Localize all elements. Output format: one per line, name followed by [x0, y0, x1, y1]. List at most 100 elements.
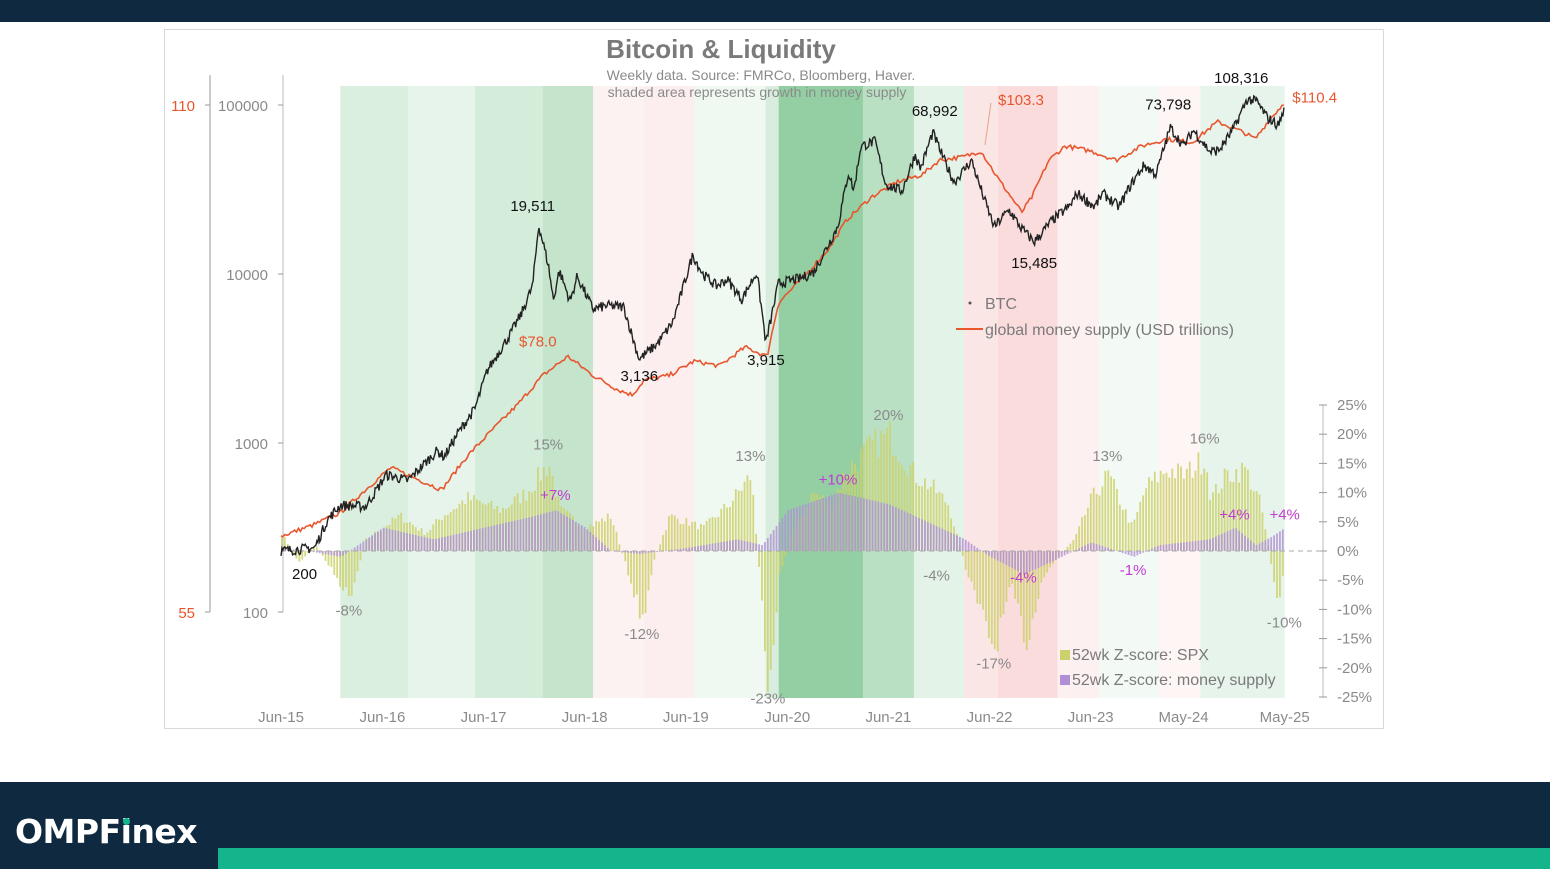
spx-zscore-bar: [1159, 470, 1162, 551]
spx-zscore-bar: [461, 500, 464, 551]
chart-subtitle-1: Weekly data. Source: FMRCo, Bloomberg, H…: [607, 67, 916, 83]
chart-canvas: 110 55 100000 10000 1000 100 25% 20% 15% 10% 5% 0% -…: [171, 34, 1372, 726]
spx-zscore-bar: [615, 531, 618, 551]
spx-zscore-bar: [537, 467, 539, 551]
spx-zscore-bar: [1153, 471, 1156, 551]
money-zscore-bar: [886, 503, 889, 551]
money-zscore-bar: [1127, 551, 1130, 555]
spx-zscore-bar: [1171, 468, 1174, 551]
money-zscore-bar: [1229, 529, 1232, 551]
money-zscore-bar: [723, 541, 726, 551]
money-zscore-bar: [359, 543, 362, 551]
money-zscore-bar: [1162, 544, 1165, 551]
money-zscore-bar: [487, 526, 490, 551]
spx-zscore-bar: [929, 486, 932, 551]
spx-zscore-bar: [734, 489, 737, 551]
money-zscore-bar: [417, 535, 420, 551]
spx-zscore-bar: [862, 444, 865, 551]
money-zscore-bar: [1043, 551, 1046, 566]
money-zscore-bar: [822, 498, 824, 551]
money-zscore-bar: [580, 525, 583, 551]
money-zscore-bar: [764, 542, 766, 551]
spx-zscore-bar: [1089, 493, 1092, 551]
money-zscore-bar: [819, 499, 822, 551]
money-zscore-bar: [1130, 551, 1133, 556]
money-zscore-bar: [589, 531, 592, 551]
zscore-axis-label: 15%: [1337, 455, 1367, 472]
money-zscore-bar: [897, 508, 900, 551]
money-zscore-bar: [647, 551, 650, 553]
legends: BTC global money supply (USD trillions) 52…: [956, 296, 1276, 689]
money-zscore-bar: [761, 544, 763, 551]
legend-btc-marker: [968, 301, 972, 305]
zscore-axis-label: 20%: [1337, 426, 1367, 443]
money-zscore-bar: [883, 503, 886, 551]
spx-zscore-bar: [865, 438, 868, 551]
money-zscore-bar: [1264, 540, 1267, 551]
money-zscore-bar: [807, 503, 810, 551]
money-zscore-bar: [1235, 528, 1238, 551]
money-zscore-bar: [1101, 545, 1104, 551]
money-zscore-bar: [790, 509, 792, 551]
money-zscore-bar: [1142, 551, 1145, 553]
annotation-label: +7%: [540, 487, 570, 504]
spx-zscore-bar: [1249, 489, 1252, 551]
annotations: 19,511 68,992 73,798 108,316 3,136 3,915 15,48…: [292, 70, 1337, 707]
money-zscore-bar: [1092, 542, 1095, 551]
money-zscore-bar: [894, 507, 897, 551]
annotation-label: 73,798: [1145, 96, 1191, 113]
money-zscore-bar: [714, 543, 717, 551]
spx-zscore-bar: [665, 530, 667, 551]
money-zscore-bar: [830, 495, 833, 551]
money-zscore-bar: [510, 521, 513, 551]
money-zscore-bar: [1049, 551, 1051, 563]
money-zscore-bar: [746, 541, 749, 551]
money-zscore-bar: [1244, 535, 1246, 551]
money-zscore-bar: [1110, 548, 1113, 551]
spx-zscore-bar: [1220, 488, 1223, 551]
spx-zscore-bar: [473, 495, 475, 551]
money-zscore-bar: [1168, 544, 1171, 551]
money-zscore-bar: [365, 539, 368, 551]
money-zscore-bar: [967, 541, 970, 551]
spx-zscore-bar: [886, 427, 889, 551]
spx-zscore-bar: [1182, 478, 1185, 551]
spx-zscore-bar: [330, 551, 333, 567]
money-zscore-bar: [1206, 539, 1209, 551]
money-zscore-bar: [1011, 551, 1014, 569]
money-zscore-bar: [685, 548, 688, 551]
spx-zscore-bar: [1008, 551, 1011, 588]
money-zscore-bar: [781, 518, 784, 551]
zscore-axis-label: 0%: [1337, 543, 1359, 560]
money-zscore-bar: [979, 549, 982, 551]
zscore-axis-label: -10%: [1337, 601, 1372, 618]
spx-zscore-bar: [1226, 470, 1229, 551]
spx-zscore-bar: [979, 551, 982, 605]
money-zscore-bar: [950, 532, 953, 551]
money-zscore-bar: [697, 546, 699, 551]
spx-zscore-bar: [618, 544, 621, 551]
spx-zscore-bar: [1136, 511, 1139, 551]
spx-zscore-bar: [659, 544, 662, 551]
annotation-label: $110.4: [1292, 89, 1337, 106]
spx-zscore-bar: [1034, 551, 1037, 613]
spx-zscore-bar: [775, 551, 778, 613]
spx-zscore-bar: [1185, 468, 1188, 551]
shade-band-13: [997, 86, 1058, 698]
spx-zscore-bar: [932, 479, 935, 551]
spx-zscore-bar: [1229, 481, 1232, 551]
spx-zscore-bar: [1223, 468, 1226, 551]
money-zscore-bar: [1249, 540, 1252, 551]
spx-zscore-bar: [1095, 493, 1098, 551]
x-axis-label: Jun-18: [562, 709, 608, 726]
money-zscore-bar: [921, 519, 923, 551]
spx-zscore-bar: [443, 515, 446, 551]
spx-zscore-bar: [921, 486, 923, 551]
money-axis-label: 110: [171, 98, 195, 115]
spx-zscore-bar: [603, 521, 606, 551]
spx-zscore-bar: [667, 516, 670, 551]
spx-zscore-bar: [900, 465, 903, 551]
spx-zscore-bar: [662, 535, 664, 551]
money-zscore-bar: [938, 527, 941, 551]
money-zscore-bar: [630, 551, 632, 554]
